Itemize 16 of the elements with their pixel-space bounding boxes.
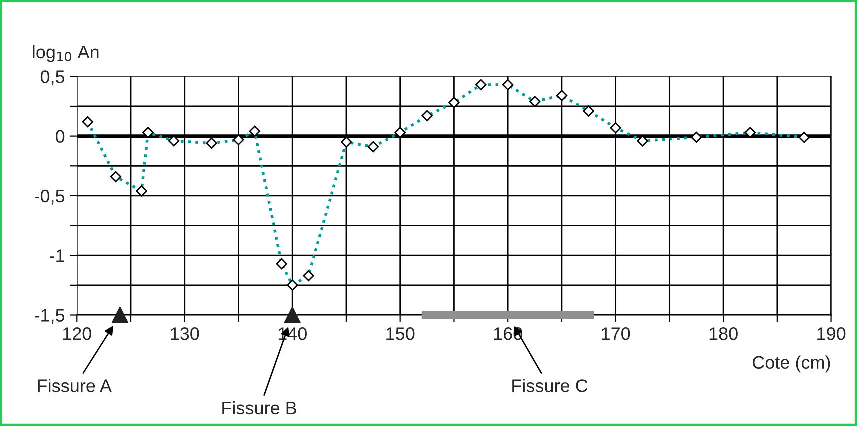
x-tick-label: 130 [171,328,200,340]
x-axis-title: Cote (cm) [752,356,830,373]
y-tick-label: -1 [50,250,64,262]
text: Fissure A [38,379,112,392]
text: Fissure B [222,401,296,415]
y-tick-label: 0 [56,130,65,144]
text: Fissure C [512,379,588,392]
y-axis-title: log$_{10}$ An [33,45,99,62]
x-tick-label: 120 [63,328,92,340]
x-tick-label: 170 [602,328,630,340]
x-tick-label: 190 [818,328,846,340]
y-tick-label: -0,5 [35,190,65,205]
x-tick-label: 150 [386,328,415,340]
y-tick-label: -1,5 [35,309,65,324]
y-tick-label: 0,5 [40,70,65,86]
x-tick-label: 180 [710,328,738,340]
